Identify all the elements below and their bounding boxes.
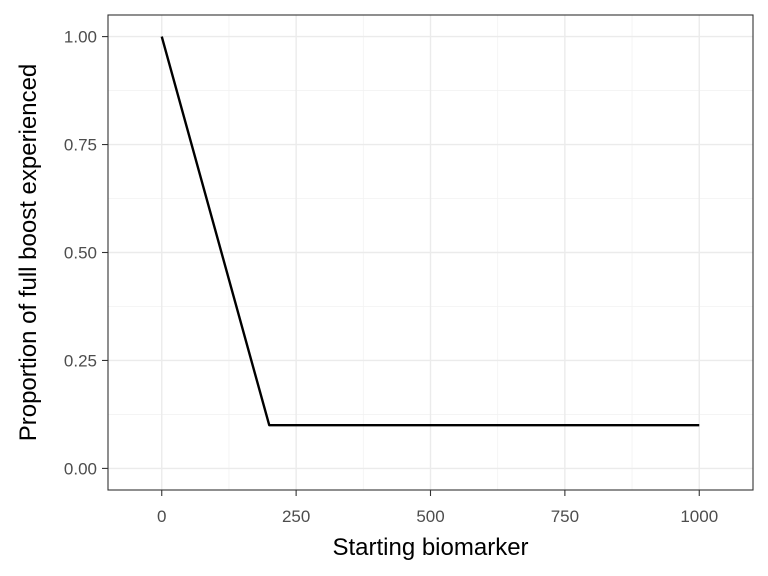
series-line <box>160 36 700 427</box>
x-tick-label: 1000 <box>680 507 718 526</box>
x-tick-label: 500 <box>416 507 444 526</box>
data-layer <box>160 36 700 427</box>
y-tick-label: 0.25 <box>64 351 97 370</box>
y-tick-label: 0.75 <box>64 136 97 155</box>
x-axis: 0 250 500 750 1000 <box>157 490 718 526</box>
x-tick-label: 750 <box>551 507 579 526</box>
y-tick-label: 0.00 <box>64 459 97 478</box>
x-tick-label: 0 <box>157 507 166 526</box>
y-tick-label: 1.00 <box>64 28 97 47</box>
x-axis-title: Starting biomarker <box>332 534 528 561</box>
x-tick-label: 250 <box>282 507 310 526</box>
major-gridlines <box>108 15 753 490</box>
y-tick-label: 0.50 <box>64 244 97 263</box>
y-axis: 0.00 0.25 0.50 0.75 1.00 <box>64 28 108 478</box>
y-axis-title: Proportion of full boost experienced <box>15 64 42 442</box>
